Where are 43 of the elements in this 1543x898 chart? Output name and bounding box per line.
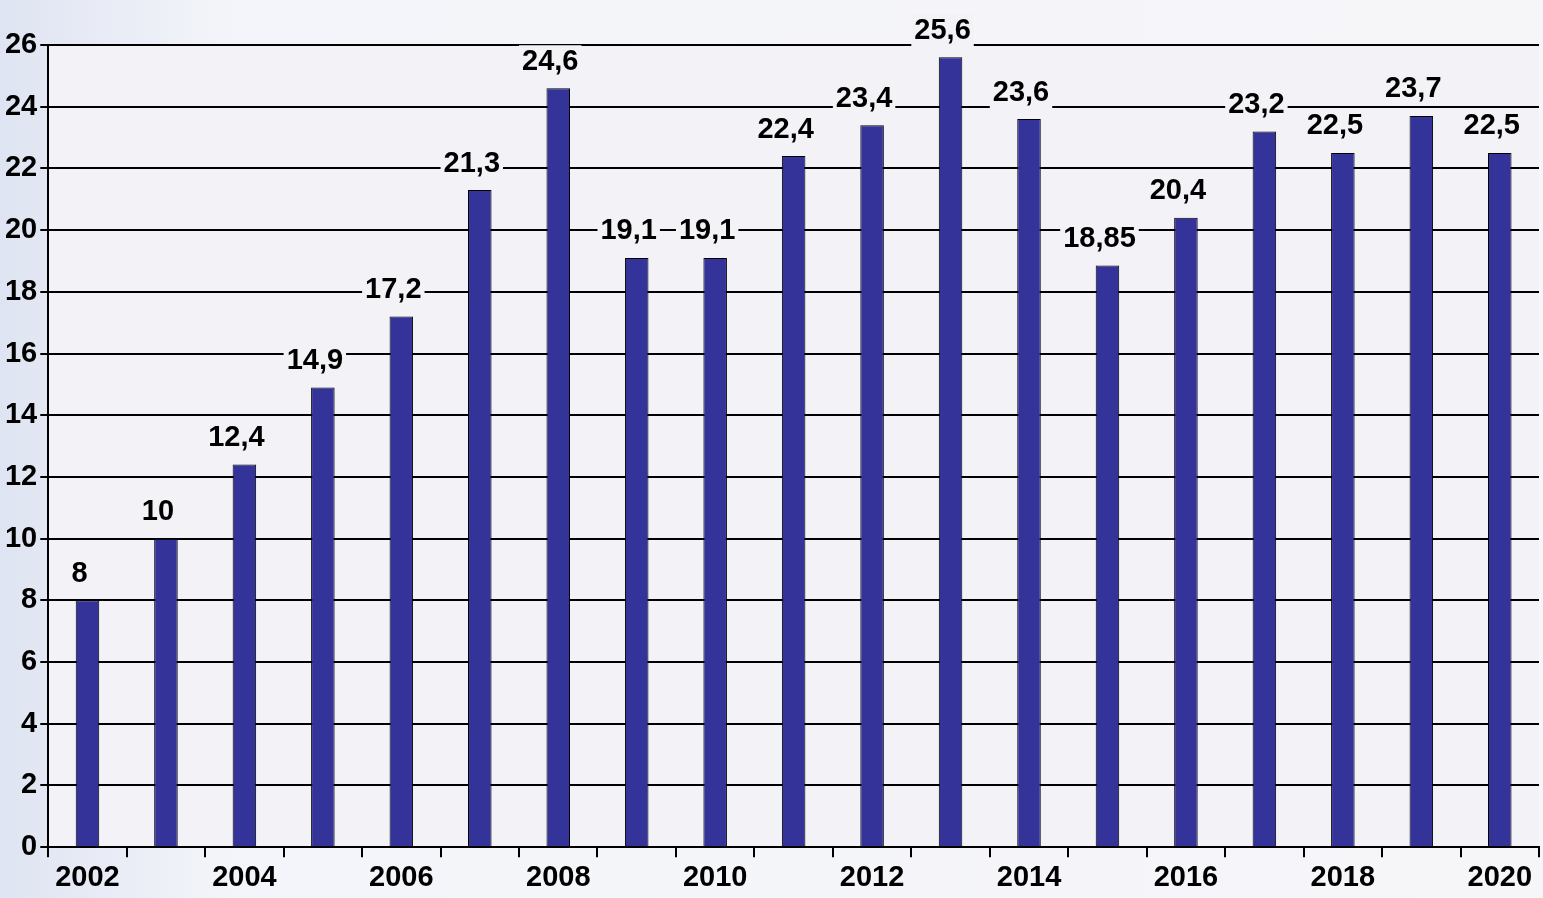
- data-label: 23,4: [835, 80, 893, 113]
- data-label: 24,6: [522, 43, 579, 76]
- data-label: 19,1: [678, 213, 736, 246]
- data-label: 10: [141, 494, 175, 527]
- data-label: 17,2: [365, 272, 422, 305]
- y-tick-label: 0: [21, 829, 38, 862]
- data-label: 20,4: [1149, 173, 1207, 206]
- data-label: 22,5: [1463, 108, 1520, 141]
- data-label: 12,4: [208, 420, 265, 453]
- data-label: 18,85: [1063, 221, 1136, 254]
- y-tick-label: 10: [4, 520, 38, 553]
- data-label: 8: [71, 555, 88, 588]
- x-tick-label: 2006: [369, 859, 434, 892]
- data-label: 14,9: [286, 342, 344, 375]
- y-tick-label: 12: [4, 458, 38, 491]
- x-tick-label: 2004: [212, 859, 277, 892]
- y-tick-label: 8: [21, 582, 38, 615]
- data-label: 22,4: [757, 111, 814, 144]
- y-tick-label: 4: [21, 705, 38, 738]
- y-tick-label: 2: [21, 767, 38, 800]
- y-tick-label: 24: [4, 88, 38, 121]
- x-tick-label: 2002: [55, 859, 120, 892]
- data-label: 21,3: [443, 145, 501, 178]
- data-label: 22,5: [1306, 108, 1364, 141]
- y-tick-label: 26: [4, 27, 38, 59]
- data-label: 23,6: [992, 74, 1050, 107]
- x-tick-label: 2012: [839, 859, 905, 892]
- data-label: 19,1: [600, 213, 657, 246]
- y-tick-label: 18: [4, 273, 38, 306]
- x-tick-label: 2016: [1153, 859, 1219, 892]
- x-tick-label: 2018: [1310, 859, 1376, 892]
- data-label: 23,2: [1228, 86, 1285, 119]
- y-tick-label: 20: [4, 212, 38, 245]
- y-tick-label: 22: [4, 150, 38, 183]
- y-tick-label: 14: [4, 397, 38, 430]
- x-tick-label: 2020: [1467, 859, 1533, 892]
- data-label: 23,7: [1385, 71, 1442, 104]
- data-label: 25,6: [914, 12, 971, 45]
- y-tick-label: 6: [21, 644, 38, 677]
- x-tick-label: 2014: [996, 859, 1062, 892]
- x-tick-label: 2010: [682, 859, 748, 892]
- y-tick-label: 16: [4, 335, 38, 368]
- x-tick-label: 2008: [525, 859, 591, 892]
